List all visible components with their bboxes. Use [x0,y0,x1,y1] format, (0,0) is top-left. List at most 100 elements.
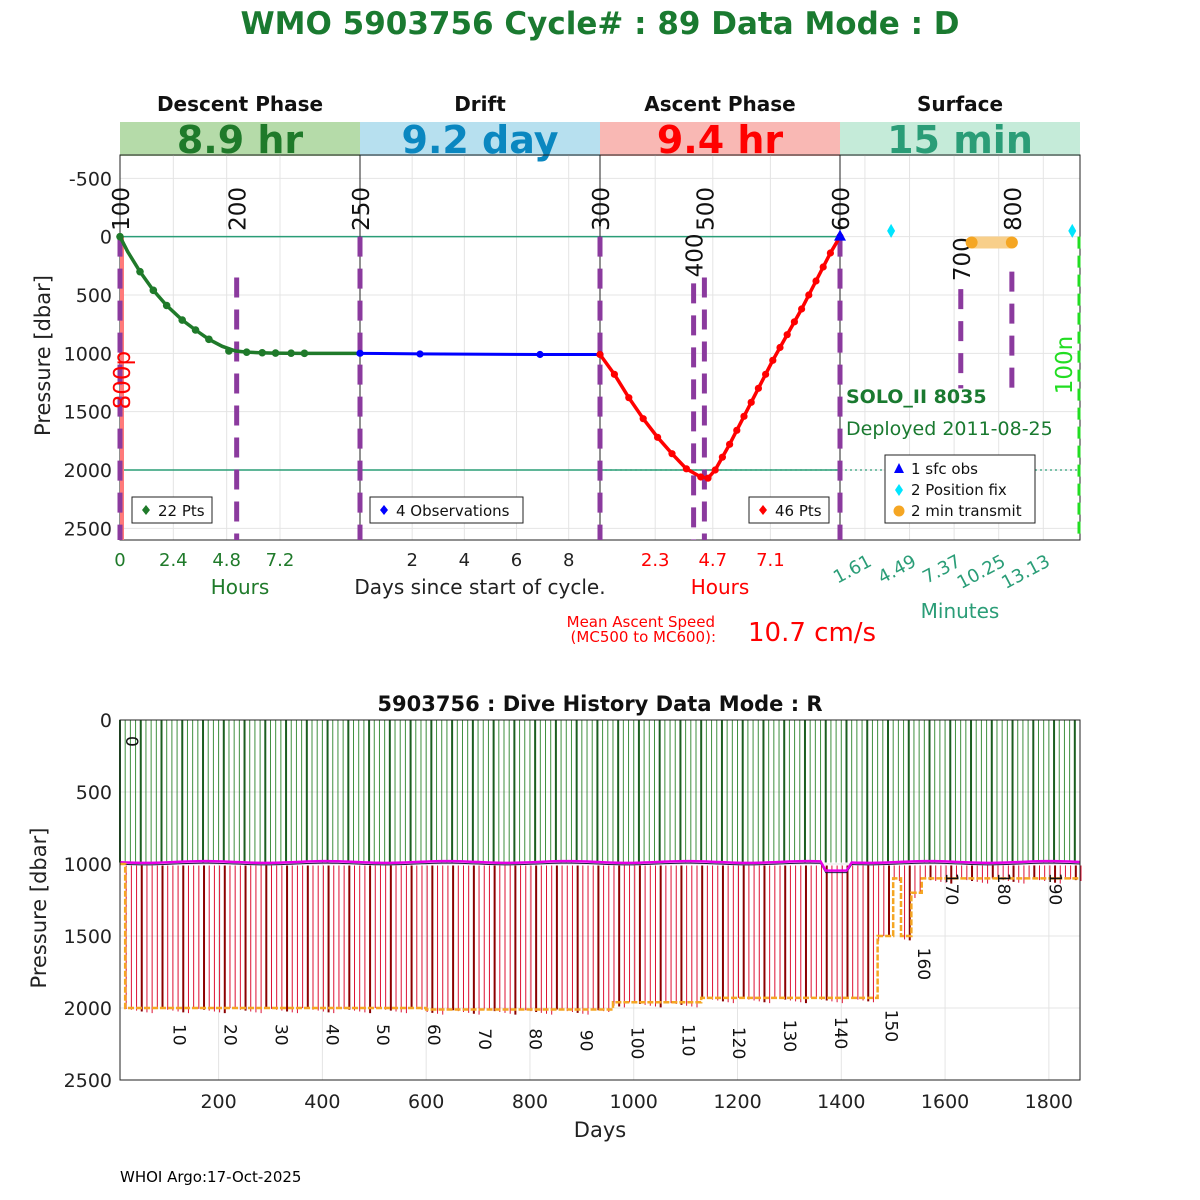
phase-band [600,122,840,156]
x-tick-label: 1800 [1025,1091,1073,1113]
ascent-speed-value: 10.7 cm/s [748,618,876,648]
cycle-label: 70 [474,1028,494,1050]
measurement-code-label: 600 [829,187,855,231]
plot-frame [119,719,1081,1081]
phase-name: Surface [917,92,1003,116]
ascent-point [654,433,662,441]
x-tick-label: 8 [563,550,574,571]
y-axis-label: Pressure [dbar] [31,275,55,436]
cycle-label: 170 [941,873,961,905]
legend-drift-text: 4 Observations [396,502,510,520]
phase-name: Descent Phase [157,92,323,116]
side-label: 100n [1052,336,1078,394]
park-pressure-trace [119,862,1081,874]
y-tick-label: 500 [76,782,112,804]
x-tick-label: 1.61 [830,551,875,588]
ascent-point [697,473,705,481]
legend-surface-text: 1 sfc obs [911,460,978,478]
x-tick-label: 13.13 [998,551,1053,594]
figure-title: WMO 5903756 Cycle# : 89 Data Mode : D [240,6,959,42]
x-tick-label: 1600 [921,1091,969,1113]
cycle-label: 60 [423,1024,443,1046]
ascent-point [610,370,619,378]
x-tick-label: 4.49 [875,551,920,588]
ascent-profile-line [598,235,842,481]
drift-point [416,350,424,358]
y-tick-label: -500 [69,168,112,190]
descent-point [178,316,187,324]
cycle-label: 190 [1045,873,1065,905]
measurement-code-label: 300 [589,187,615,231]
measurement-code-label: 200 [226,187,252,231]
descent-point [242,348,251,356]
drift-point [536,350,544,359]
legend-descent-text: 22 Pts [158,502,205,520]
x-axis-label: Hours [211,575,270,599]
ascent-point [625,394,633,402]
x-tick-label: 7.2 [266,550,295,571]
cycle-label: 140 [830,1017,850,1049]
transmit-marker [1005,236,1018,249]
y-tick-label: 0 [100,710,112,732]
legend-ascent-text: 46 Pts [775,502,822,520]
cycle-label: 50 [372,1024,392,1046]
x-tick-label: 2 [406,550,417,571]
transmit-marker [965,236,978,249]
legend-ascent-swatch [759,505,767,515]
x-tick-label: 6 [511,550,522,571]
phase-name: Drift [454,92,506,116]
descent-point [287,349,295,358]
x-tick-label: 4 [459,550,470,571]
y-tick-label: 2000 [64,998,112,1020]
descent-point [300,349,309,358]
y-tick-label: 2000 [64,460,112,482]
position-fix-marker [887,223,896,238]
x-axis-label: Days [574,1118,626,1142]
ascent-point [798,305,806,313]
cycle-label: 40 [321,1024,341,1046]
position-fix-marker [1068,223,1077,238]
ascent-point [747,398,755,406]
descent-point [258,348,267,357]
x-tick-label: 2.3 [641,550,670,571]
phase-band [120,122,360,156]
x-tick-label: 4.8 [212,550,241,571]
y-tick-label: 500 [76,285,112,307]
descent-point [191,326,200,334]
cycle-label: 80 [525,1028,545,1050]
x-tick-label: 800 [512,1091,548,1113]
ascent-point [754,384,763,392]
phase-band [840,122,1080,156]
ascent-point [718,453,727,461]
y-tick-label: 1000 [64,854,112,876]
descent-point [149,286,158,295]
ascent-point [776,343,784,352]
ascent-point [812,277,820,285]
x-axis-label: Days since start of cycle. [354,575,605,599]
ascent-point [762,370,770,378]
deployed-date: Deployed 2011-08-25 [846,418,1053,440]
y-tick-label: 1000 [64,343,112,365]
y-tick-label: 0 [100,227,112,249]
cycle-label: 90 [576,1030,596,1052]
x-tick-label: 1400 [817,1091,865,1113]
ascent-point [819,263,827,271]
x-tick-label: 2.4 [159,550,188,571]
cycle-label: 10 [169,1024,189,1046]
descent-point [136,267,144,276]
ascent-point [769,356,777,364]
ascent-speed-label: Mean Ascent Speed [567,613,715,631]
descent-point [162,301,171,310]
x-tick-label: 1000 [610,1091,658,1113]
measurement-code-label: 500 [693,187,719,231]
legend-surface-text: 2 Position fix [911,481,1007,499]
legend-surface-swatch [894,463,904,473]
legend-drift [369,496,524,524]
ascent-point [733,426,741,434]
x-tick-label: 600 [408,1091,444,1113]
x-tick-label: 0 [114,550,125,571]
descent-point [225,347,233,355]
legend-surface-text: 2 min transmit [911,502,1022,520]
